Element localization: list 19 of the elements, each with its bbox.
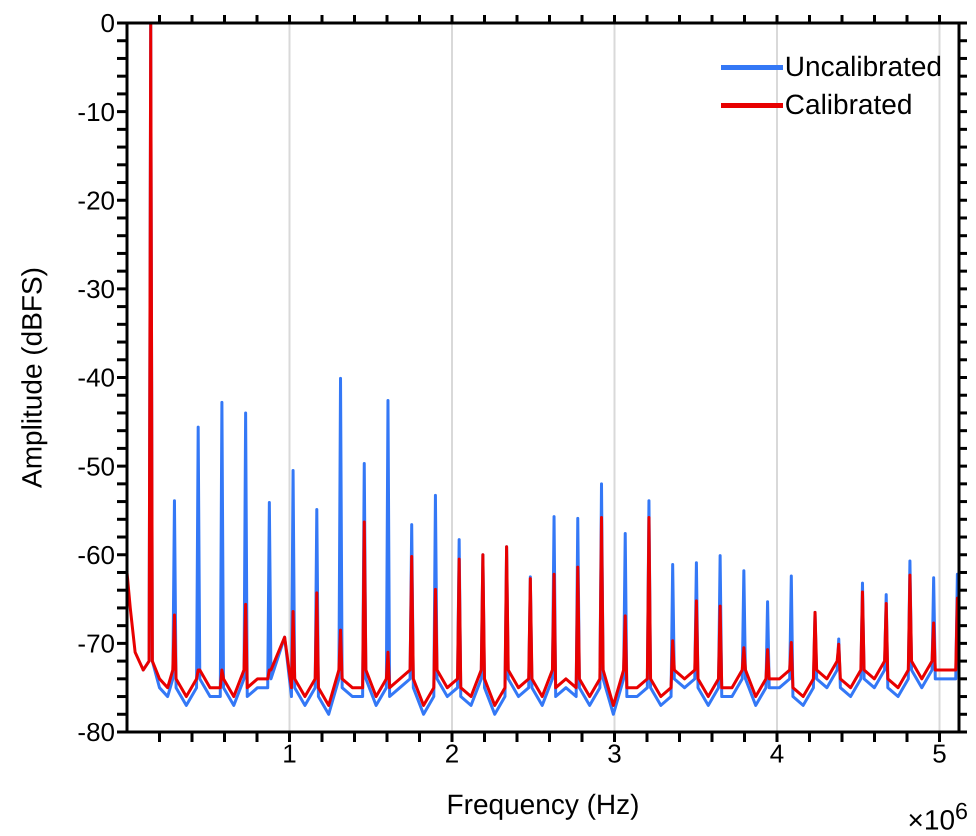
y-tick-label: -80 — [77, 717, 115, 748]
y-tick-label: -70 — [77, 628, 115, 659]
y-tick-label: -50 — [77, 451, 115, 482]
x-tick-label: 1 — [282, 738, 297, 768]
x-tick-label: 3 — [607, 738, 622, 768]
y-tick-label: -60 — [77, 540, 115, 570]
y-axis-title: Amplitude (dBFS) — [16, 267, 48, 488]
y-tick-label: 0 — [100, 8, 115, 38]
x-tick-label: 2 — [444, 738, 460, 768]
y-tick-label: -40 — [77, 362, 115, 393]
y-tick-label: -20 — [77, 185, 115, 216]
x-tick-label: 4 — [770, 738, 784, 768]
y-tick-label: -10 — [77, 96, 115, 127]
legend-label: Calibrated — [784, 88, 912, 122]
legend-label: Uncalibrated — [784, 50, 942, 84]
x-axis-title: Frequency (Hz) — [446, 789, 640, 820]
y-tick-label: -30 — [77, 274, 115, 304]
x-tick-label: 5 — [932, 738, 947, 768]
text: ×10$^{6}$ — [908, 798, 968, 836]
